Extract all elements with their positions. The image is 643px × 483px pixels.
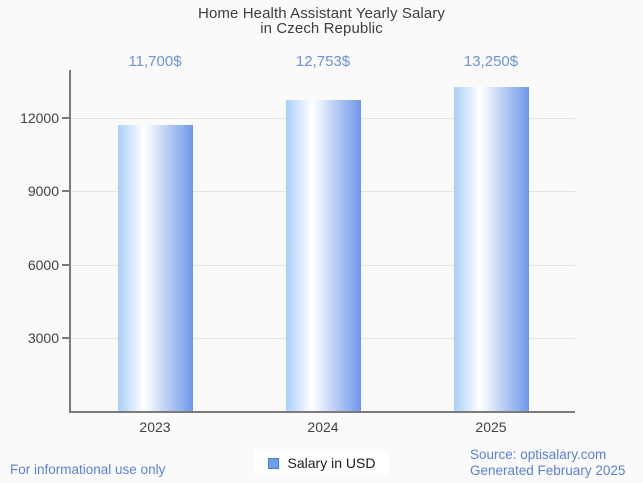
x-axis-category-label-2023: 2023 [139, 419, 171, 435]
bar-value-label-2025: 13,250$ [463, 53, 519, 70]
x-axis-category-label-2025: 2025 [475, 419, 507, 435]
y-axis-tick-label: 3000 [27, 330, 59, 346]
chart-title-line2: in Czech Republic [260, 20, 383, 37]
y-axis-tick-label: 9000 [27, 183, 59, 199]
chart-title-line1: Home Health Assistant Yearly Salary [198, 5, 445, 22]
disclaimer-text: For informational use only [10, 462, 166, 477]
bar-2025[interactable] [453, 87, 529, 411]
bar-value-label-2024: 12,753$ [295, 53, 351, 70]
legend-item-salary[interactable]: Salary in USD [253, 451, 390, 475]
generated-text: Generated February 2025 [470, 462, 626, 478]
source-text: Source: optisalary.com [470, 447, 607, 462]
y-axis-tick-label: 12000 [20, 110, 59, 126]
x-axis-line [69, 411, 575, 413]
y-axis-tick [62, 190, 69, 192]
y-axis-tick [62, 264, 69, 266]
legend-swatch-icon [267, 457, 279, 469]
bar-2024[interactable] [285, 100, 361, 411]
y-axis-line [69, 70, 71, 413]
y-axis-tick-label: 6000 [27, 257, 59, 273]
y-axis-tick [62, 337, 69, 339]
y-axis-tick [62, 117, 69, 119]
bar-2023[interactable] [117, 125, 193, 411]
chart-title: Home Health Assistant Yearly Salary in C… [0, 6, 643, 36]
x-axis-category-label-2024: 2024 [307, 419, 339, 435]
bar-value-label-2023: 11,700$ [128, 53, 182, 70]
source-block: Source: optisalary.com Generated Februar… [470, 447, 625, 478]
legend-label: Salary in USD [287, 455, 376, 471]
